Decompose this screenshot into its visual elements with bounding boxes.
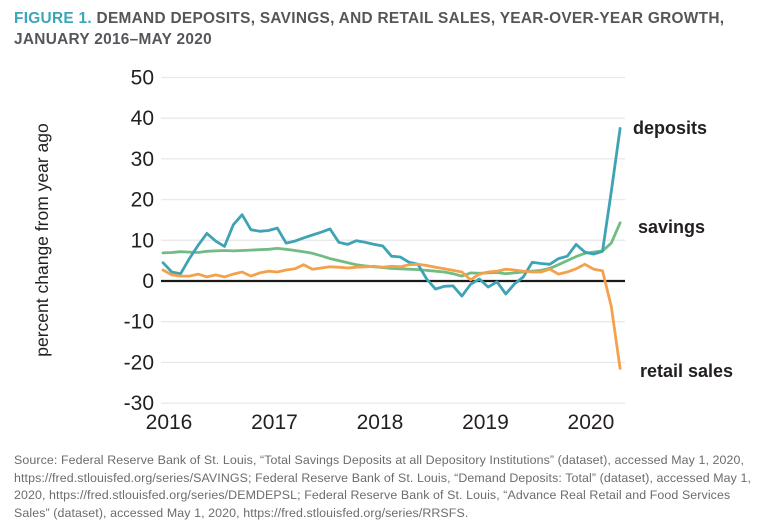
y-tick-label: -10	[124, 311, 154, 334]
source-note: Source: Federal Reserve Bank of St. Loui…	[14, 453, 752, 520]
x-tick-label: 2017	[251, 411, 298, 434]
figure-title-line2: JANUARY 2016–MAY 2020	[14, 31, 212, 48]
figure-title: FIGURE 1. DEMAND DEPOSITS, SAVINGS, AND …	[14, 8, 762, 50]
y-tick-label: 30	[131, 148, 154, 171]
retail-sales-line	[161, 262, 622, 370]
x-tick-label: 2019	[462, 411, 509, 434]
deposits-label: deposits	[633, 118, 707, 138]
deposits-line	[161, 126, 622, 298]
retail-sales-label: retail sales	[640, 361, 733, 381]
x-tick-label: 2020	[568, 411, 615, 434]
figure-number: FIGURE 1.	[14, 10, 92, 27]
y-axis-label: percent change from year ago	[32, 123, 52, 356]
y-tick-label: 0	[142, 270, 154, 293]
x-tick-label: 2018	[357, 411, 404, 434]
y-tick-label: -30	[124, 392, 154, 415]
savings-label: savings	[638, 217, 705, 237]
figure-title-line1: DEMAND DEPOSITS, SAVINGS, AND RETAIL SAL…	[96, 10, 725, 27]
y-tick-label: 20	[131, 189, 154, 212]
y-tick-label: -20	[124, 351, 154, 374]
y-tick-label: 10	[131, 229, 154, 252]
y-tick-label: 40	[131, 107, 154, 130]
y-tick-label: 50	[131, 67, 154, 90]
x-tick-label: 2016	[146, 411, 193, 434]
